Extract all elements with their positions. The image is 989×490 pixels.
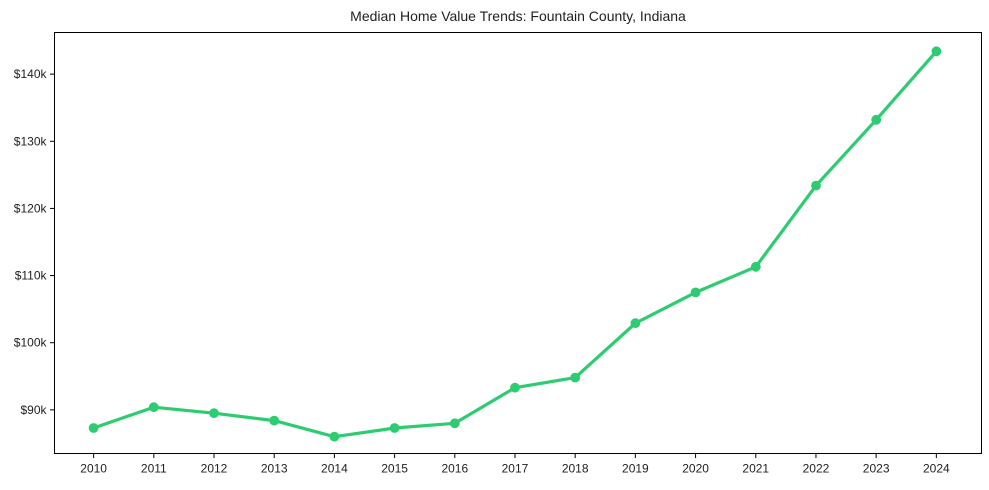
x-tick-label: 2010: [80, 462, 107, 476]
x-tick-label: 2020: [682, 462, 709, 476]
data-point-marker: [570, 372, 581, 383]
x-tick-label: 2017: [502, 462, 529, 476]
x-tick-label: 2011: [141, 462, 167, 476]
x-tick-label: 2019: [622, 462, 649, 476]
x-tick-label: 2022: [803, 462, 830, 476]
x-tick-label: 2021: [742, 462, 769, 476]
data-point-marker: [750, 261, 761, 272]
data-point-marker: [811, 180, 821, 191]
data-point-marker: [148, 402, 159, 413]
y-tick-label: $120k: [14, 201, 48, 215]
x-tick-label: 2015: [381, 462, 408, 476]
data-point-marker: [88, 423, 99, 433]
data-point-marker: [449, 418, 460, 429]
x-tick-label: 2024: [923, 462, 950, 476]
chart-title: Median Home Value Trends: Fountain Count…: [350, 8, 686, 24]
data-point-marker: [389, 423, 400, 433]
y-tick-label: $140k: [14, 67, 48, 81]
data-point-marker: [329, 431, 340, 442]
x-tick-label: 2013: [261, 462, 288, 476]
data-point-marker: [209, 408, 219, 419]
data-point-marker: [630, 318, 641, 329]
x-tick-label: 2014: [321, 462, 348, 476]
data-point-marker: [690, 287, 701, 298]
x-tick-label: 2016: [441, 462, 468, 476]
x-tick-label: 2018: [562, 462, 589, 476]
y-tick-label: $90k: [20, 403, 47, 417]
data-point-marker: [510, 382, 520, 393]
data-point-marker: [871, 114, 882, 125]
y-tick-label: $130k: [14, 134, 48, 148]
y-tick-label: $100k: [14, 336, 48, 350]
data-point-marker: [269, 415, 280, 426]
x-tick-label: 2012: [201, 462, 228, 476]
x-tick-label: 2023: [863, 462, 890, 476]
plot-border: [54, 32, 982, 454]
data-point-marker: [931, 46, 942, 57]
y-tick-label: $110k: [15, 269, 48, 283]
trend-line: [91, 49, 939, 439]
